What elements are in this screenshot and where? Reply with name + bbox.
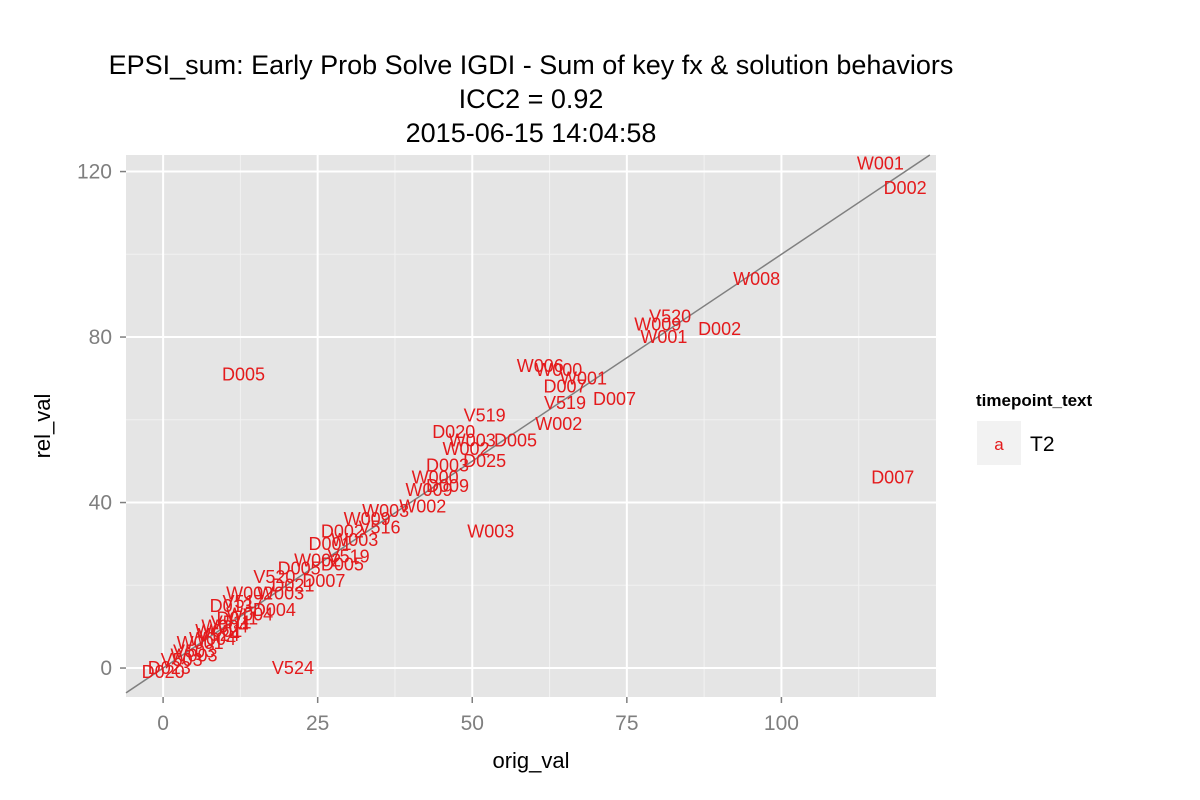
point-label: D007 <box>871 468 914 488</box>
point-label: V503 <box>173 641 215 661</box>
point-label: W003 <box>257 584 304 604</box>
y-axis: 0 40 80 120 <box>77 161 126 680</box>
chart-title-line-1: EPSI_sum: Early Prob Solve IGDI - Sum of… <box>109 50 954 80</box>
grid-major <box>126 155 936 697</box>
point-label: W003 <box>331 530 378 550</box>
point-label: W001 <box>857 153 904 173</box>
legend: timepoint_text a T2 <box>976 391 1093 465</box>
point-label: V520 <box>253 567 295 587</box>
point-label: D009 <box>426 476 469 496</box>
legend-key <box>977 421 1021 465</box>
point-label: D025 <box>463 451 506 471</box>
point-label: W003 <box>362 501 409 521</box>
point-label: V519 <box>544 393 586 413</box>
point-label: W004 <box>189 629 236 649</box>
point-label: W002 <box>443 439 490 459</box>
chart-title: EPSI_sum: Early Prob Solve IGDI - Sum of… <box>109 50 954 148</box>
point-label: D007 <box>543 377 586 397</box>
point-label: W000 <box>535 360 582 380</box>
x-tick-label: 75 <box>615 712 638 735</box>
point-label: D002 <box>698 319 741 339</box>
point-label: W004 <box>226 604 273 624</box>
point-label: W000 <box>412 468 459 488</box>
point-label: V516 <box>358 517 400 537</box>
point-label: V524 <box>198 625 240 645</box>
point-label: V511 <box>211 613 252 633</box>
point-label: W003 <box>449 430 496 450</box>
x-tick-label: 25 <box>306 712 329 735</box>
y-tick-label: 80 <box>89 326 112 349</box>
reference-line-layer <box>125 154 931 694</box>
y-tick-label: 40 <box>89 492 112 515</box>
point-label: V524 <box>272 658 314 678</box>
point-label: D003 <box>426 455 469 475</box>
point-label: W009 <box>634 315 681 335</box>
point-label: V517 <box>222 592 264 612</box>
point-label: D007 <box>302 571 345 591</box>
point-label: V503 <box>161 650 203 670</box>
point-label: D005 <box>321 555 364 575</box>
point-label: D002 <box>321 522 364 542</box>
point-label: W003 <box>467 522 514 542</box>
x-axis-title: orig_val <box>492 748 569 773</box>
point-label: W002 <box>226 584 273 604</box>
point-label: W004 <box>201 617 248 637</box>
plot-panel <box>126 155 936 697</box>
point-label: D020 <box>432 422 475 442</box>
point-label: W002 <box>535 414 582 434</box>
grid-minor <box>126 155 936 697</box>
point-label: W001 <box>640 327 687 347</box>
point-label: D011 <box>216 608 258 628</box>
point-label: W006 <box>517 356 564 376</box>
point-label: D023 <box>148 658 191 678</box>
point-label: W001 <box>195 621 242 641</box>
x-tick-label: 0 <box>157 712 169 735</box>
point-label: W002 <box>294 550 341 570</box>
y-tick-label: 0 <box>100 657 112 680</box>
chart-title-line-2: ICC2 = 0.92 <box>459 84 604 114</box>
point-label: W003 <box>170 646 217 666</box>
point-label: D021 <box>271 575 314 595</box>
point-label: D013 <box>210 596 253 616</box>
identity-line <box>125 154 931 694</box>
chart-title-line-3: 2015-06-15 14:04:58 <box>406 118 657 148</box>
x-tick-label: 50 <box>461 712 484 735</box>
point-label: V520 <box>649 306 691 326</box>
point-label: W009 <box>344 509 391 529</box>
point-label: D005 <box>494 430 537 450</box>
point-label: W001 <box>177 633 224 653</box>
point-label: W002 <box>399 497 446 517</box>
point-label: D007 <box>593 389 636 409</box>
y-tick-label: 120 <box>77 161 112 184</box>
y-axis-title: rel_val <box>30 394 55 459</box>
point-label: W001 <box>560 368 607 388</box>
legend-title: timepoint_text <box>976 391 1093 410</box>
x-axis: 0 25 50 75 100 <box>157 697 799 735</box>
point-label: D005 <box>222 364 265 384</box>
legend-key-glyph: a <box>994 435 1004 454</box>
legend-entry-label: T2 <box>1030 433 1055 456</box>
point-label: D004 <box>253 600 296 620</box>
point-label: V519 <box>464 406 506 426</box>
point-label: D002 <box>884 178 927 198</box>
point-label: V519 <box>328 546 370 566</box>
point-label: D001 <box>309 534 352 554</box>
point-label: W009 <box>405 480 452 500</box>
point-label: D020 <box>142 662 185 682</box>
point-label: D005 <box>278 559 321 579</box>
x-tick-label: 100 <box>764 712 799 735</box>
point-label: W008 <box>733 269 780 289</box>
